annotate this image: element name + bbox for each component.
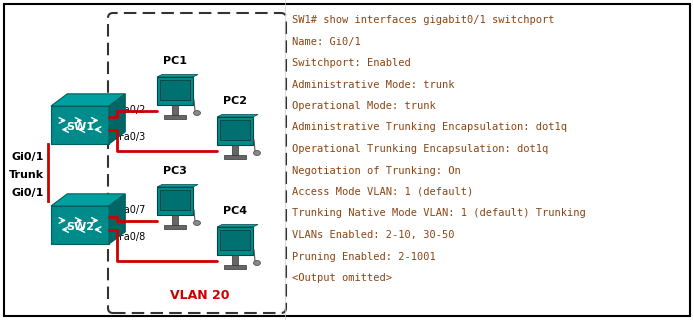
Polygon shape <box>157 185 198 187</box>
Text: Administrative Trunking Encapsulation: dot1q: Administrative Trunking Encapsulation: d… <box>292 123 567 132</box>
Text: Operational Mode: trunk: Operational Mode: trunk <box>292 101 436 111</box>
Text: Gi0/1: Gi0/1 <box>12 152 44 162</box>
Bar <box>224 155 246 159</box>
Bar <box>172 105 178 115</box>
Bar <box>51 106 109 144</box>
Text: SW1: SW1 <box>66 122 94 132</box>
Bar <box>220 230 250 250</box>
Bar <box>160 190 190 210</box>
Bar <box>224 265 246 269</box>
Text: Negotiation of Trunking: On: Negotiation of Trunking: On <box>292 165 461 175</box>
Text: Gi0/1: Gi0/1 <box>12 188 44 198</box>
FancyBboxPatch shape <box>108 13 286 313</box>
Text: Name: Gi0/1: Name: Gi0/1 <box>292 36 361 46</box>
Text: SW1# show interfaces gigabit0/1 switchport: SW1# show interfaces gigabit0/1 switchpo… <box>292 15 555 25</box>
Bar <box>164 225 186 229</box>
Text: PC2: PC2 <box>223 97 247 107</box>
Ellipse shape <box>253 260 260 266</box>
Text: VLAN 20: VLAN 20 <box>170 289 230 302</box>
Polygon shape <box>217 225 258 227</box>
Ellipse shape <box>253 150 260 156</box>
Bar <box>232 255 238 265</box>
Text: VLANs Enabled: 2-10, 30-50: VLANs Enabled: 2-10, 30-50 <box>292 230 455 240</box>
Bar <box>157 77 193 105</box>
Text: SW2: SW2 <box>66 222 94 232</box>
Text: Pruning Enabled: 2-1001: Pruning Enabled: 2-1001 <box>292 252 436 261</box>
Text: PC4: PC4 <box>223 206 247 217</box>
Bar <box>232 145 238 155</box>
Polygon shape <box>157 75 198 77</box>
Polygon shape <box>51 194 125 206</box>
Polygon shape <box>109 194 125 244</box>
Ellipse shape <box>194 220 201 226</box>
Text: Operational Trunking Encapsulation: dot1q: Operational Trunking Encapsulation: dot1… <box>292 144 548 154</box>
Bar <box>172 215 178 225</box>
Text: <Output omitted>: <Output omitted> <box>292 273 392 283</box>
Text: Switchport: Enabled: Switchport: Enabled <box>292 58 411 68</box>
Text: Fa0/7: Fa0/7 <box>119 205 145 215</box>
Polygon shape <box>51 94 125 106</box>
Text: Access Mode VLAN: 1 (default): Access Mode VLAN: 1 (default) <box>292 187 473 197</box>
Polygon shape <box>109 94 125 144</box>
Polygon shape <box>217 115 258 117</box>
Text: Administrative Mode: trunk: Administrative Mode: trunk <box>292 79 455 90</box>
Text: Fa0/3: Fa0/3 <box>119 132 145 142</box>
Bar <box>164 115 186 119</box>
Ellipse shape <box>194 110 201 116</box>
Bar <box>220 120 250 140</box>
Bar <box>51 206 109 244</box>
Bar <box>217 117 253 145</box>
Text: PC3: PC3 <box>163 166 187 177</box>
Text: Fa0/8: Fa0/8 <box>119 232 145 242</box>
Bar <box>217 227 253 255</box>
Text: Fa0/2: Fa0/2 <box>119 105 145 115</box>
Text: Trunk: Trunk <box>9 170 44 180</box>
Text: PC1: PC1 <box>163 57 187 67</box>
Bar <box>157 187 193 215</box>
Text: Trunking Native Mode VLAN: 1 (default) Trunking: Trunking Native Mode VLAN: 1 (default) T… <box>292 209 586 219</box>
Bar <box>160 80 190 100</box>
